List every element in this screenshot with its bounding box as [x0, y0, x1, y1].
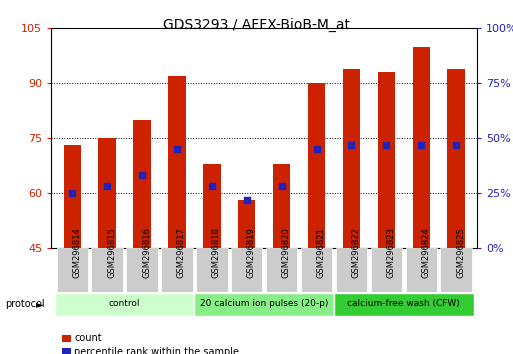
FancyBboxPatch shape	[370, 248, 402, 292]
FancyBboxPatch shape	[334, 293, 473, 316]
Text: GSM296818: GSM296818	[212, 227, 221, 278]
Text: GSM296823: GSM296823	[386, 227, 396, 278]
Point	[138, 172, 146, 177]
Bar	[168, 76, 186, 248]
FancyBboxPatch shape	[126, 248, 158, 292]
Point	[452, 143, 460, 148]
FancyBboxPatch shape	[161, 248, 193, 292]
FancyBboxPatch shape	[56, 248, 88, 292]
Bar	[343, 69, 360, 248]
Text: calcium-free wash (CFW): calcium-free wash (CFW)	[347, 299, 460, 308]
Text: GSM296816: GSM296816	[142, 227, 151, 278]
Text: GDS3293 / AFFX-BioB-M_at: GDS3293 / AFFX-BioB-M_at	[163, 18, 350, 32]
FancyBboxPatch shape	[406, 248, 437, 292]
Bar	[273, 164, 290, 248]
Point	[103, 183, 111, 188]
Text: ►: ►	[36, 299, 44, 309]
Text: percentile rank within the sample: percentile rank within the sample	[74, 347, 240, 354]
Point	[382, 143, 390, 148]
Text: protocol: protocol	[5, 299, 45, 309]
Bar	[98, 138, 116, 248]
Text: GSM296819: GSM296819	[247, 227, 256, 278]
FancyBboxPatch shape	[231, 248, 263, 292]
FancyBboxPatch shape	[196, 248, 228, 292]
Text: GSM296822: GSM296822	[351, 227, 361, 278]
Text: count: count	[74, 333, 102, 343]
Point	[417, 143, 425, 148]
Point	[173, 146, 181, 152]
Text: GSM296815: GSM296815	[107, 227, 116, 278]
FancyBboxPatch shape	[441, 248, 472, 292]
Bar	[238, 200, 255, 248]
Text: GSM296817: GSM296817	[177, 227, 186, 278]
Text: control: control	[109, 299, 141, 308]
FancyBboxPatch shape	[55, 293, 194, 316]
Point	[278, 183, 286, 188]
Bar	[133, 120, 151, 248]
Point	[243, 198, 251, 203]
Bar	[308, 83, 325, 248]
Bar	[447, 69, 465, 248]
Text: GSM296820: GSM296820	[282, 227, 291, 278]
Point	[347, 143, 356, 148]
Point	[312, 146, 321, 152]
Text: GSM296814: GSM296814	[72, 227, 81, 278]
Point	[68, 190, 76, 196]
Point	[208, 183, 216, 188]
FancyBboxPatch shape	[336, 248, 367, 292]
FancyBboxPatch shape	[301, 248, 332, 292]
Bar	[412, 47, 430, 248]
Text: GSM296825: GSM296825	[456, 227, 465, 278]
Text: 20 calcium ion pulses (20-p): 20 calcium ion pulses (20-p)	[200, 299, 328, 308]
Text: GSM296821: GSM296821	[317, 227, 326, 278]
Text: GSM296824: GSM296824	[421, 227, 430, 278]
FancyBboxPatch shape	[91, 248, 123, 292]
Bar	[203, 164, 221, 248]
FancyBboxPatch shape	[266, 248, 298, 292]
Bar	[378, 72, 395, 248]
Bar	[64, 145, 81, 248]
FancyBboxPatch shape	[194, 293, 334, 316]
